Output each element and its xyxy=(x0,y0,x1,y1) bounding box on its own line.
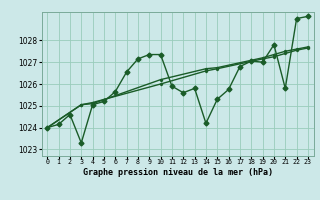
X-axis label: Graphe pression niveau de la mer (hPa): Graphe pression niveau de la mer (hPa) xyxy=(83,168,273,177)
